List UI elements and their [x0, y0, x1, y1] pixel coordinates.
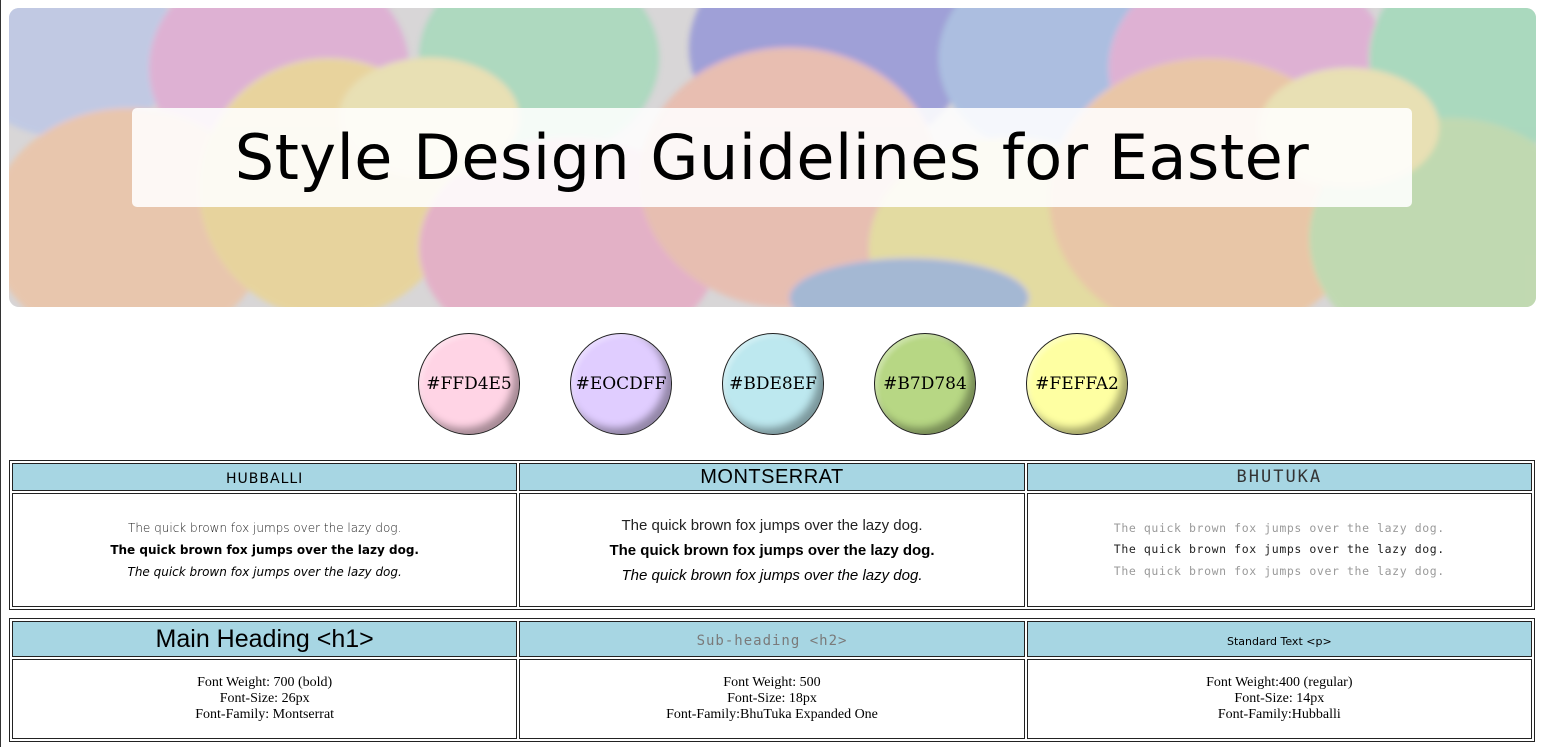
p-spec: Font Weight:400 (regular) Font-Size: 14p…: [1026, 659, 1532, 739]
sample-text-bold: The quick brown fox jumps over the lazy …: [110, 543, 419, 557]
sample-text-bold: The quick brown fox jumps over the lazy …: [609, 541, 935, 559]
style-header-h1: Main Heading <h1>: [12, 621, 518, 657]
spec-size: Font-Size: 26px: [219, 691, 310, 706]
color-swatch-light-blue: #BDE8EF: [722, 333, 824, 435]
styles-table-spec-row: Font Weight: 700 (bold) Font-Size: 26px …: [12, 659, 1532, 739]
font-header-montserrat: MONTSERRAT: [519, 463, 1025, 491]
sample-text-light: The quick brown fox jumps over the lazy …: [128, 521, 402, 535]
font-header-bhutuka: BHUTUKA: [1026, 463, 1532, 491]
text-styles-table: Main Heading <h1> Sub-heading <h2> Stand…: [9, 618, 1535, 742]
fonts-table-sample-row: The quick brown fox jumps over the lazy …: [12, 493, 1532, 607]
sample-text-faded: The quick brown fox jumps over the lazy …: [1113, 563, 1445, 578]
sample-text-italic: The quick brown fox jumps over the lazy …: [621, 566, 923, 584]
sub-heading-label: Sub-heading <h2>: [696, 632, 848, 649]
hubballi-samples: The quick brown fox jumps over the lazy …: [12, 493, 518, 607]
spec-size: Font-Size: 14px: [1234, 691, 1325, 706]
main-heading-label: Main Heading <h1>: [155, 624, 374, 653]
spec-family: Font-Family:BhuTuka Expanded One: [666, 707, 878, 722]
font-header-montserrat-label: MONTSERRAT: [700, 465, 844, 488]
sample-text-regular: The quick brown fox jumps over the lazy …: [1113, 542, 1445, 557]
spec-size: Font-Size: 18px: [727, 691, 817, 706]
standard-text-label: Standard Text <p>: [1226, 634, 1332, 648]
font-header-hubballi-label: HUBBALLI: [226, 470, 304, 487]
title-box: Style Design Guidelines for Easter: [132, 108, 1412, 207]
color-palette: #FFD4E5 #EOCDFF #BDE8EF #B7D784 #FEFFA2: [0, 333, 1541, 435]
h2-spec: Font Weight: 500 Font-Size: 18px Font-Fa…: [519, 659, 1025, 739]
color-swatch-lavender: #EOCDFF: [570, 333, 672, 435]
sample-text-light: The quick brown fox jumps over the lazy …: [621, 516, 923, 534]
styles-table-header-row: Main Heading <h1> Sub-heading <h2> Stand…: [12, 621, 1532, 657]
spec-weight: Font Weight:400 (regular): [1206, 675, 1353, 690]
montserrat-samples: The quick brown fox jumps over the lazy …: [519, 493, 1025, 607]
page-title: Style Design Guidelines for Easter: [234, 120, 1310, 194]
font-header-hubballi: HUBBALLI: [12, 463, 518, 491]
fonts-table: HUBBALLI MONTSERRAT BHUTUKA The quick br…: [9, 460, 1535, 610]
fonts-table-header-row: HUBBALLI MONTSERRAT BHUTUKA: [12, 463, 1532, 491]
spec-weight: Font Weight: 700 (bold): [197, 675, 333, 690]
style-header-h2: Sub-heading <h2>: [519, 621, 1025, 657]
hero-banner: Style Design Guidelines for Easter: [9, 8, 1536, 307]
style-header-p: Standard Text <p>: [1026, 621, 1532, 657]
spec-family: Font-Family: Montserrat: [195, 707, 335, 722]
color-swatch-green: #B7D784: [874, 333, 976, 435]
h1-spec: Font Weight: 700 (bold) Font-Size: 26px …: [12, 659, 518, 739]
color-swatch-yellow: #FEFFA2: [1026, 333, 1128, 435]
sample-text-light: The quick brown fox jumps over the lazy …: [1113, 520, 1445, 535]
font-header-bhutuka-label: BHUTUKA: [1236, 467, 1323, 487]
color-swatch-pink: #FFD4E5: [418, 333, 520, 435]
page-left-border: [0, 0, 1, 747]
spec-weight: Font Weight: 500: [723, 675, 821, 690]
spec-family: Font-Family:Hubballi: [1217, 707, 1341, 722]
sample-text-italic: The quick brown fox jumps over the lazy …: [127, 565, 402, 579]
bhutuka-samples: The quick brown fox jumps over the lazy …: [1026, 493, 1532, 607]
